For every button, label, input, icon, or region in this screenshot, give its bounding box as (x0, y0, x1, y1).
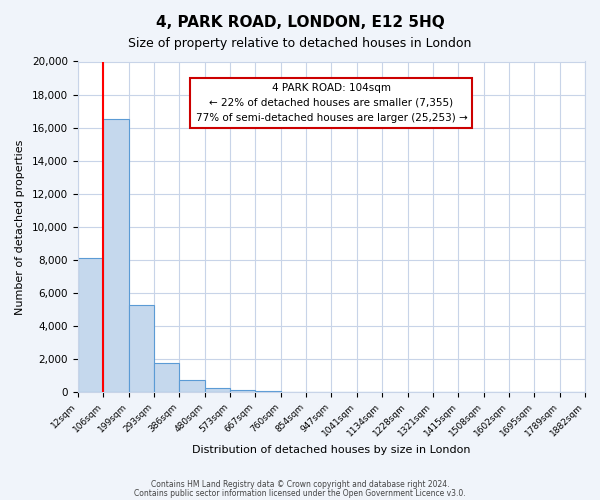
Text: Contains public sector information licensed under the Open Government Licence v3: Contains public sector information licen… (134, 488, 466, 498)
Bar (230, 390, 256, 392)
Bar (154, 363, 179, 392)
Bar (128, 304, 154, 392)
Text: 4, PARK ROAD, LONDON, E12 5HQ: 4, PARK ROAD, LONDON, E12 5HQ (155, 15, 445, 30)
Bar (179, 380, 205, 392)
Bar (256, 390, 281, 392)
Y-axis label: Number of detached properties: Number of detached properties (15, 139, 25, 314)
Text: Size of property relative to detached houses in London: Size of property relative to detached ho… (128, 38, 472, 51)
Bar (103, 120, 128, 392)
X-axis label: Distribution of detached houses by size in London: Distribution of detached houses by size … (192, 445, 470, 455)
Text: Contains HM Land Registry data © Crown copyright and database right 2024.: Contains HM Land Registry data © Crown c… (151, 480, 449, 489)
Bar (78, 258, 103, 392)
Text: 4 PARK ROAD: 104sqm
← 22% of detached houses are smaller (7,355)
77% of semi-det: 4 PARK ROAD: 104sqm ← 22% of detached ho… (196, 83, 467, 122)
Bar (205, 388, 230, 392)
